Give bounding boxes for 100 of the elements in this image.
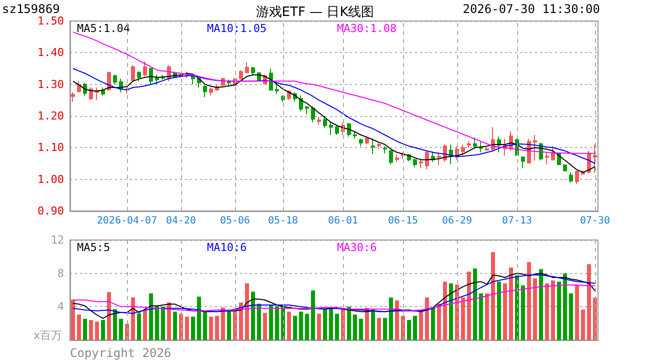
- candlestick: [359, 138, 363, 147]
- text: Copyright 2026: [70, 346, 172, 360]
- bar: [203, 310, 207, 340]
- bar: [71, 300, 75, 340]
- bar: [155, 306, 159, 340]
- bar: [245, 283, 249, 340]
- chart-title: 游戏ETF — 日K线图: [256, 5, 374, 20]
- text: MA30:6: [337, 241, 377, 254]
- candlestick: [365, 136, 369, 145]
- bar: [371, 309, 375, 340]
- bar: [89, 320, 93, 340]
- candlestick: [317, 116, 321, 126]
- bar: [269, 304, 273, 340]
- bar: [263, 312, 267, 340]
- candlestick: [209, 87, 213, 96]
- x-tick-label: 07-13: [502, 216, 532, 226]
- bar: [197, 296, 201, 340]
- bar: [335, 314, 339, 340]
- candlestick: [203, 84, 207, 98]
- bar: [353, 314, 357, 340]
- bar: [83, 318, 87, 340]
- bar: [221, 308, 225, 340]
- bar: [137, 313, 141, 340]
- bar: [485, 293, 489, 340]
- candlestick: [401, 152, 405, 160]
- bar: [329, 309, 333, 340]
- candlestick: [113, 74, 117, 85]
- x-tick-label: 07-30: [580, 216, 610, 226]
- text: MA30:1.08: [337, 22, 397, 35]
- candlestick: [323, 116, 327, 129]
- bar: [131, 298, 135, 340]
- bar: [347, 306, 351, 340]
- bar: [161, 306, 165, 340]
- candlestick: [281, 94, 285, 102]
- bar: [545, 283, 549, 340]
- bar: [533, 278, 537, 340]
- x-tick-label: 06-01: [328, 216, 358, 226]
- candlestick: [299, 94, 303, 112]
- bar: [95, 322, 99, 340]
- candlestick: [329, 122, 333, 136]
- candlestick: [575, 170, 579, 185]
- candlestick: [545, 152, 549, 165]
- bar: [551, 280, 555, 340]
- x-tick-label: 06-15: [388, 216, 418, 226]
- bar: [557, 282, 561, 340]
- y-tick-label: 1.30: [38, 78, 64, 91]
- candlestick: [563, 164, 567, 172]
- candlestick: [335, 125, 339, 136]
- candlestick: [533, 134, 537, 161]
- bar: [293, 316, 297, 340]
- candlestick: [77, 80, 81, 93]
- text: sz159869: [2, 2, 60, 16]
- text: MA10:6: [207, 241, 247, 254]
- candlestick: [353, 130, 357, 140]
- bar: [209, 316, 213, 340]
- bar: [575, 285, 579, 340]
- bar: [563, 273, 567, 340]
- bar: [491, 252, 495, 340]
- bar: [113, 309, 117, 340]
- candlestick: [149, 67, 153, 85]
- text: MA10:1.05: [207, 22, 267, 35]
- candlestick: [305, 105, 309, 115]
- bar: [257, 304, 261, 340]
- candlestick: [347, 122, 351, 138]
- bar: [317, 314, 321, 340]
- bar: [461, 298, 465, 340]
- bar: [215, 316, 219, 340]
- bar: [443, 282, 447, 340]
- bar: [167, 302, 171, 340]
- bar: [119, 318, 123, 340]
- candlestick: [413, 158, 417, 168]
- bar: [503, 283, 507, 340]
- candlestick: [467, 140, 471, 148]
- bar: [143, 310, 147, 340]
- bar: [107, 292, 111, 340]
- bar: [305, 314, 309, 340]
- candlestick: [89, 87, 93, 101]
- line-series: [72, 284, 596, 312]
- candlestick: [131, 64, 135, 82]
- bar: [437, 304, 441, 340]
- bar: [77, 314, 81, 340]
- y-tick-label: 12: [50, 234, 64, 246]
- candlestick: [395, 154, 399, 162]
- candlestick: [137, 71, 141, 82]
- y-tick-label: 8: [57, 266, 64, 280]
- bar: [539, 269, 543, 340]
- bar: [323, 308, 327, 340]
- y-tick-label: 1.10: [38, 141, 64, 154]
- candlestick: [71, 92, 75, 102]
- candlestick: [191, 74, 195, 85]
- bar: [287, 312, 291, 340]
- candlestick: [251, 66, 255, 76]
- bar: [191, 316, 195, 340]
- candlestick: [485, 147, 489, 152]
- candlestick: [593, 144, 597, 174]
- text: MA5:5: [77, 241, 110, 254]
- y-tick-label: 1.40: [38, 46, 64, 60]
- bar: [413, 316, 417, 340]
- x-tick-label: 04-20: [166, 216, 196, 226]
- bar: [101, 320, 105, 340]
